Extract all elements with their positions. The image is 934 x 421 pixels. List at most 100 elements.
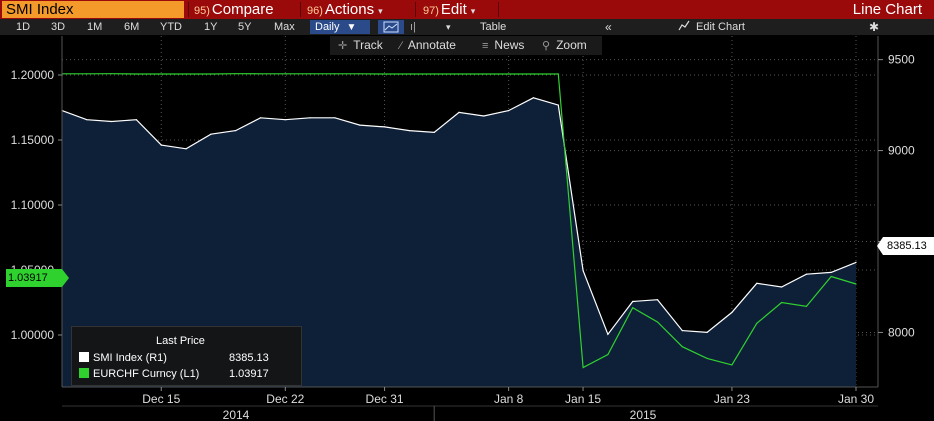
double-chevron-left-icon[interactable]: « xyxy=(605,20,612,34)
x-tick-label: Dec 22 xyxy=(266,392,304,406)
smi-point xyxy=(160,144,162,146)
caret-down-icon: ▾ xyxy=(470,6,476,16)
legend-series-name: EURCHF Curncy (L1) xyxy=(93,368,200,380)
legend-series-name: SMI Index (R1) xyxy=(93,352,167,364)
track-tool[interactable]: ✛ Track xyxy=(338,36,383,55)
left-tick-label: 1.15000 xyxy=(11,133,55,147)
smi-area xyxy=(62,97,856,388)
menu-number: 97) xyxy=(423,5,439,17)
caret-down-icon: ▼ xyxy=(346,22,357,33)
x-tick-label: Jan 23 xyxy=(714,392,750,406)
track-label: Track xyxy=(353,38,383,52)
legend-swatch xyxy=(79,352,89,362)
edit-menu[interactable]: 97) Edit ▾ xyxy=(423,0,475,19)
menu-label: Actions xyxy=(324,1,375,18)
smi-point xyxy=(235,130,237,132)
smi-point xyxy=(384,126,386,128)
smi-point xyxy=(731,311,733,313)
magnifier-icon: ⚲ xyxy=(542,40,551,52)
eurchf-point xyxy=(135,73,137,75)
smi-point xyxy=(111,120,113,123)
smi-point xyxy=(483,115,485,117)
caret-down-icon[interactable]: ▾ xyxy=(446,22,451,32)
legend-swatch xyxy=(79,368,89,378)
range-5y[interactable]: 5Y xyxy=(238,21,252,33)
eurchf-point xyxy=(756,322,758,324)
smi-point xyxy=(334,117,336,119)
range-6m[interactable]: 6M xyxy=(124,21,140,33)
eurchf-point xyxy=(160,73,162,75)
smi-point xyxy=(756,282,758,284)
smi-point xyxy=(632,300,634,303)
legend[interactable]: Last Price SMI Index (R1) 8385.13 EURCHF… xyxy=(71,326,302,386)
smi-point xyxy=(508,110,510,112)
range-1y[interactable]: 1Y xyxy=(204,21,218,33)
smi-point xyxy=(557,104,559,106)
legend-series-value: 1.03917 xyxy=(229,368,269,380)
eurchf-point xyxy=(259,73,262,75)
smi-point xyxy=(681,330,683,332)
smi-point xyxy=(855,261,857,263)
smi-point xyxy=(185,148,187,150)
bar-style-icon[interactable]: ı| xyxy=(410,21,416,33)
compare-menu[interactable]: 95) Compare xyxy=(194,0,274,19)
eurchf-point xyxy=(458,73,460,75)
legend-title: Last Price xyxy=(156,335,205,347)
smi-point xyxy=(359,124,361,126)
chart-edit-icon xyxy=(678,20,690,31)
eurchf-last-tag: 1.03917 xyxy=(6,269,69,287)
range-ytd[interactable]: YTD xyxy=(160,21,182,33)
smi-area-fill xyxy=(62,97,856,388)
actions-menu[interactable]: 96) Actions ▾ xyxy=(307,0,383,19)
annotate-label: Annotate xyxy=(407,38,456,52)
range-1d[interactable]: 1D xyxy=(16,21,31,33)
command-separator xyxy=(188,2,189,17)
eurchf-point xyxy=(681,346,683,348)
eurchf-point xyxy=(284,73,286,75)
range-max[interactable]: Max xyxy=(274,21,295,33)
crosshair-icon: ✛ xyxy=(338,40,348,52)
table-button[interactable]: Table xyxy=(480,21,507,33)
eurchf-point xyxy=(309,73,311,75)
smi-point xyxy=(135,119,137,121)
x-tick-label: Dec 31 xyxy=(366,392,404,406)
annotate-tool[interactable]: ∕ Annotate xyxy=(400,36,456,55)
smi-point xyxy=(284,119,286,121)
edit-chart-button[interactable]: Edit Chart xyxy=(678,19,745,35)
eurchf-point xyxy=(235,73,237,75)
legend-row-smi[interactable]: SMI Index (R1) 8385.13 xyxy=(79,351,269,365)
command-separator xyxy=(415,2,416,17)
eurchf-point xyxy=(781,301,783,304)
security-field[interactable]: SMI Index xyxy=(2,1,184,18)
news-icon: ≡ xyxy=(482,40,489,52)
line-style-button[interactable] xyxy=(378,20,404,34)
smi-point xyxy=(805,273,808,275)
right-axis-ticks: 8000850090009500 xyxy=(878,53,915,339)
frequency-dropdown[interactable]: Daily ▼ xyxy=(310,20,370,34)
menu-label: Compare xyxy=(211,1,274,18)
news-label: News xyxy=(494,38,525,52)
legend-row-eurchf[interactable]: EURCHF Curncy (L1) 1.03917 xyxy=(79,367,269,381)
news-tool[interactable]: ≡ News xyxy=(482,36,524,55)
range-3d[interactable]: 3D xyxy=(51,21,66,33)
range-bar: 1D 3D 1M 6M YTD 1Y 5Y Max Daily ▼ ı| ▾ T… xyxy=(0,19,934,35)
eurchf-point xyxy=(855,283,857,285)
smi-point xyxy=(408,130,410,132)
eurchf-point xyxy=(408,73,410,75)
line-chart-icon xyxy=(383,21,399,33)
eurchf-point xyxy=(508,73,510,75)
zoom-tool[interactable]: ⚲ Zoom xyxy=(542,36,587,55)
range-1m[interactable]: 1M xyxy=(87,21,103,33)
right-tick-label: 9000 xyxy=(888,144,915,158)
left-tick-label: 1.00000 xyxy=(11,328,55,342)
gear-icon[interactable]: ✱ xyxy=(869,20,880,34)
zoom-label: Zoom xyxy=(556,38,587,52)
smi-point xyxy=(582,270,584,272)
eurchf-point xyxy=(185,73,187,75)
eurchf-point xyxy=(830,275,832,278)
smi-point xyxy=(656,299,659,301)
command-separator xyxy=(300,2,301,17)
smi-point xyxy=(458,111,460,113)
